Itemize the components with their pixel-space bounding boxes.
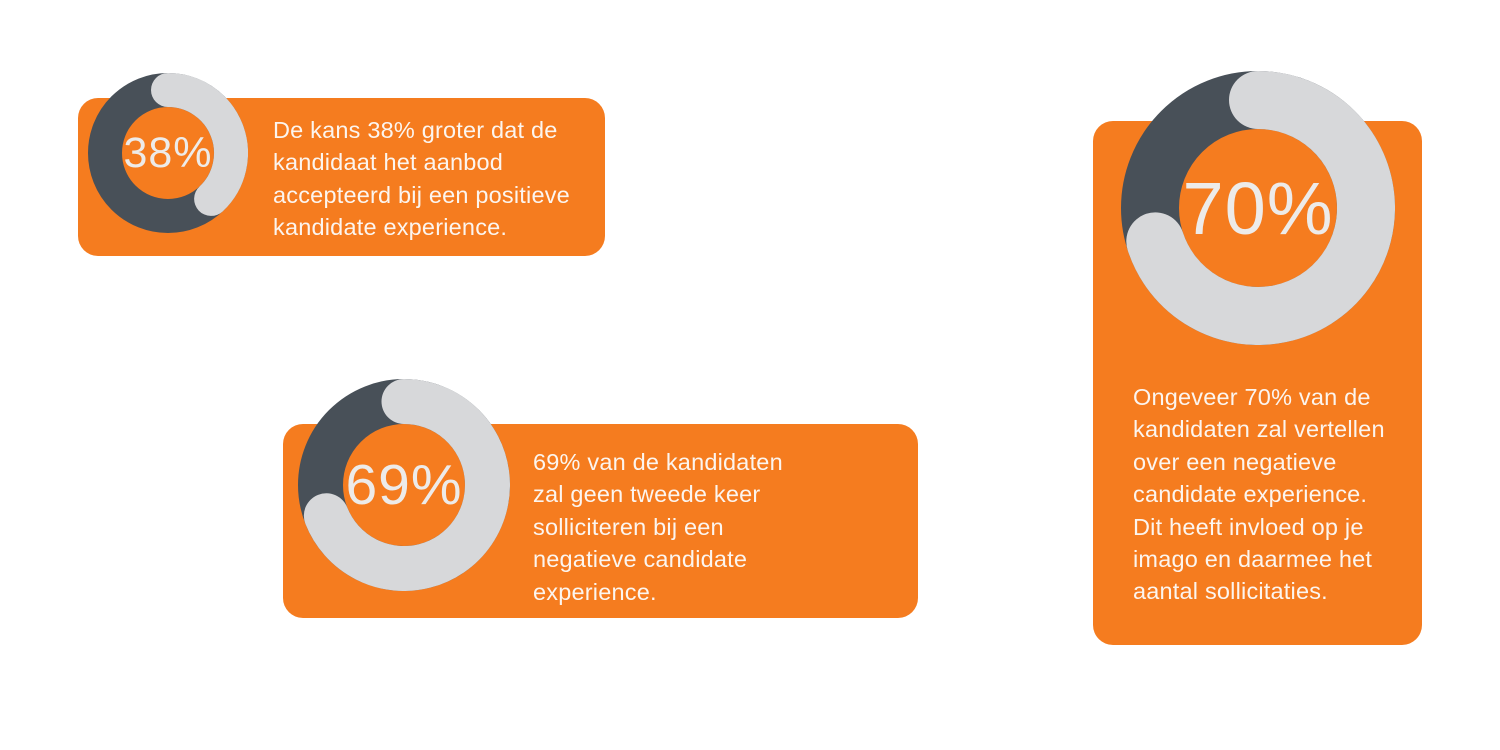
stat-card-69-caption: 69% van de kandidaten zal geen tweede ke… xyxy=(533,449,783,605)
donut-69-svg xyxy=(298,379,510,591)
stat-card-38-caption: De kans 38% groter dat de kandidaat het … xyxy=(273,117,570,241)
donut-38-percent-label: 38% xyxy=(123,128,213,177)
donut-69-percent-label: 69% xyxy=(345,453,463,517)
donut-70-svg xyxy=(1121,71,1395,345)
stat-card-70-caption: Ongeveer 70% van de kandidaten zal verte… xyxy=(1133,384,1385,605)
donut-69-progress-arc xyxy=(303,379,510,591)
donut-70-percent-label: 70% xyxy=(1182,166,1334,250)
donut-chart-70: 70% xyxy=(1121,71,1395,345)
donut-38-svg xyxy=(88,73,248,233)
donut-70-progress-arc xyxy=(1126,71,1395,345)
donut-chart-69: 69% xyxy=(298,379,510,591)
donut-chart-38: 38% xyxy=(88,73,248,233)
donut-38-progress-arc xyxy=(151,73,248,216)
